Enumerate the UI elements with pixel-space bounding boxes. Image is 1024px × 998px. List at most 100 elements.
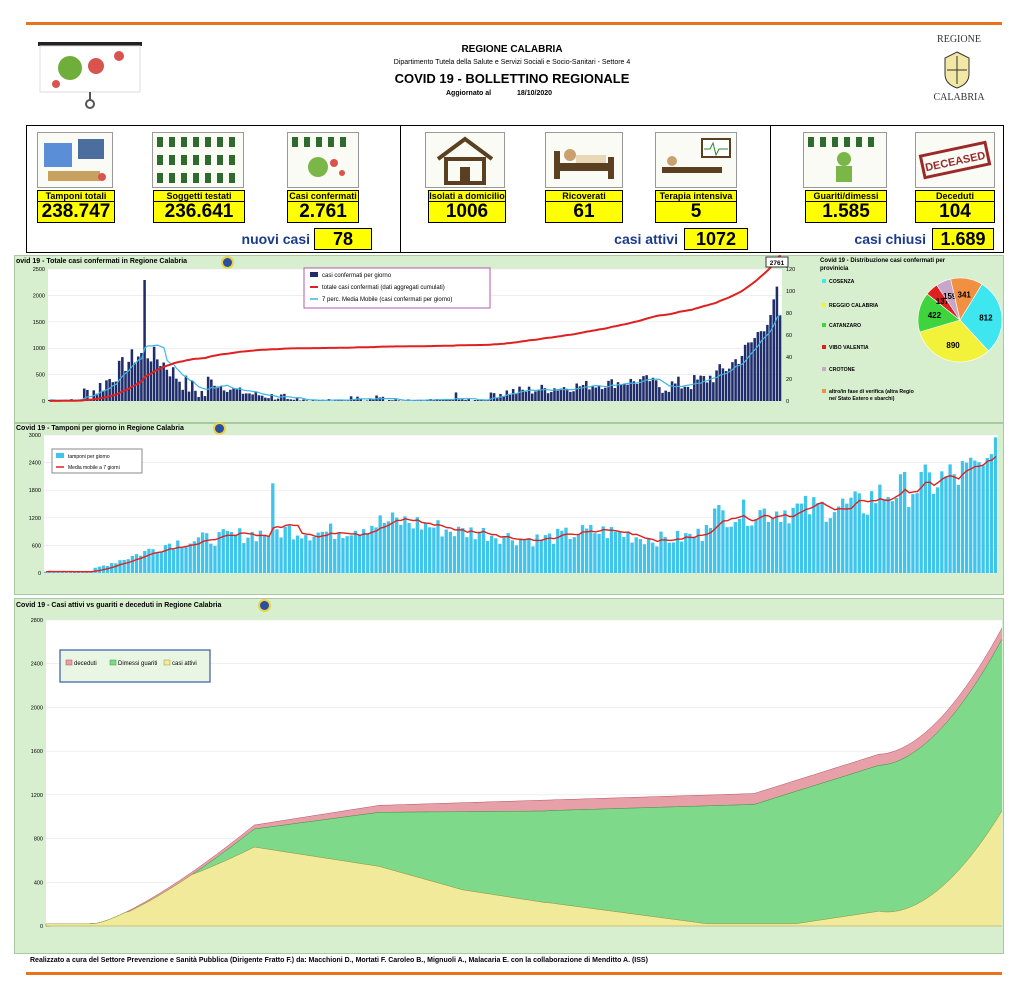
daily-case-bar: [264, 397, 267, 401]
daily-case-bar: [521, 389, 524, 401]
daily-case-bar: [349, 396, 353, 401]
tests-per-day-bar: [432, 527, 436, 573]
y-tick-label: 3000: [29, 433, 41, 439]
daily-case-bar: [254, 391, 258, 401]
kpi-isolati-value: 1006: [428, 201, 506, 223]
casi-chiusi-value: 1.689: [932, 228, 994, 250]
daily-case-bar: [467, 399, 470, 401]
tests-per-day-bar: [349, 535, 353, 573]
pie-legend-swatch: [822, 389, 826, 393]
tests-per-day-bar: [105, 566, 110, 573]
legend-active: casi attivi: [172, 661, 197, 667]
kpi-guariti-value: 1.585: [805, 201, 887, 223]
tests-per-day-bar: [366, 533, 370, 573]
recovered-icon: [803, 132, 887, 188]
daily-case-bar: [689, 389, 693, 401]
daily-case-bar: [387, 400, 391, 401]
daily-case-bar: [619, 384, 623, 401]
tests-per-day-bar: [395, 517, 399, 573]
tests-per-day-bar: [824, 521, 828, 573]
daily-case-bar: [626, 384, 629, 401]
tests-per-day-bar: [333, 539, 337, 573]
tests-per-day-bar: [473, 539, 477, 573]
daily-case-bar: [600, 389, 604, 401]
chart-logo-icon: [221, 256, 234, 269]
tests-per-day-bar: [585, 528, 589, 573]
tests-per-day-bar: [803, 495, 808, 573]
tests-per-day-bar: [692, 537, 696, 573]
tests-per-day-bar: [766, 521, 771, 573]
tests-per-day-bar: [275, 529, 279, 573]
tests-per-day-bar: [543, 535, 548, 573]
daily-case-bar: [702, 376, 706, 401]
legend-tests-moving-average: Media mobile a 7 giorni: [68, 465, 120, 471]
region-logo-top: REGIONE: [937, 34, 981, 45]
daily-case-bar: [359, 398, 362, 401]
daily-case-bar: [194, 390, 197, 401]
y-tick-label: 0: [38, 571, 41, 577]
legend-tests-per-day: tamponi per giorno: [68, 454, 110, 460]
daily-case-bar: [111, 382, 115, 401]
tests-per-day-bar: [498, 543, 502, 573]
daily-case-bar: [705, 382, 709, 401]
tests-per-day-bar: [44, 571, 48, 573]
tests-per-day-bar: [675, 530, 680, 573]
tests-per-day-bar: [324, 531, 329, 573]
pie-value-label: 137: [936, 297, 950, 306]
nuovi-casi-label: nuovi casi: [241, 231, 310, 247]
tests-per-day-bar: [613, 531, 618, 573]
daily-case-bar: [515, 393, 518, 401]
tests-per-day-bar: [898, 474, 903, 573]
daily-case-bar: [616, 382, 620, 401]
daily-case-bar: [534, 391, 537, 401]
daily-case-bar: [518, 386, 521, 401]
daily-case-bar: [133, 362, 137, 401]
daily-case-bar: [740, 355, 744, 401]
daily-case-bar: [273, 399, 277, 401]
tests-per-day-bar: [886, 497, 890, 573]
daily-case-bar: [639, 379, 642, 401]
y-tick-label: 1200: [31, 793, 43, 799]
tests-per-day-bar: [345, 536, 349, 573]
daily-case-bar: [159, 366, 162, 401]
tests-per-day-bar: [626, 532, 630, 573]
pie-legend-label: CROTONE: [829, 367, 855, 373]
daily-case-bar: [569, 391, 572, 401]
tests-per-day-bar: [510, 540, 514, 573]
cumulative-end-label: 2761: [770, 260, 785, 267]
y-tick-label: 1600: [31, 749, 43, 755]
tests-per-day-bar: [787, 523, 791, 573]
tests-per-day-bar: [407, 523, 411, 573]
daily-case-bar: [584, 380, 588, 401]
daily-case-bar: [260, 395, 264, 401]
daily-case-bar: [550, 392, 553, 401]
daily-case-bar: [505, 390, 509, 401]
daily-case-bar: [95, 393, 99, 401]
tests-per-day-bar: [696, 528, 700, 573]
tests-per-day-bar: [597, 533, 601, 573]
daily-case-bar: [257, 395, 261, 401]
tests-per-day-bar: [923, 464, 927, 573]
daily-case-bar: [448, 399, 451, 401]
daily-case-bar: [578, 386, 582, 401]
pie-legend-label: ne/ Stato Estero e sbarchi): [829, 396, 895, 402]
tests-per-day-bar: [931, 493, 936, 573]
tests-per-day-bar: [919, 471, 923, 573]
tests-per-day-bar: [233, 534, 238, 573]
tests-per-day-bar: [143, 551, 147, 573]
pie-slice: [919, 319, 989, 363]
tests-per-day-bar: [357, 534, 362, 573]
daily-case-bar: [213, 385, 216, 401]
daily-case-bar: [114, 381, 118, 401]
y-tick-label: 2400: [29, 461, 41, 467]
y-tick-label: 400: [34, 880, 43, 886]
tests-per-day-bar: [758, 510, 762, 573]
daily-case-bar: [556, 390, 559, 401]
region-title: REGIONE CALABRIA: [461, 44, 563, 55]
daily-case-bar: [642, 376, 645, 401]
daily-case-bar: [171, 367, 175, 401]
daily-case-bar: [775, 286, 779, 401]
tests-per-day-bar: [122, 559, 126, 573]
tests-per-day-bar: [188, 543, 192, 573]
y2-tick-label: 0: [786, 399, 789, 405]
